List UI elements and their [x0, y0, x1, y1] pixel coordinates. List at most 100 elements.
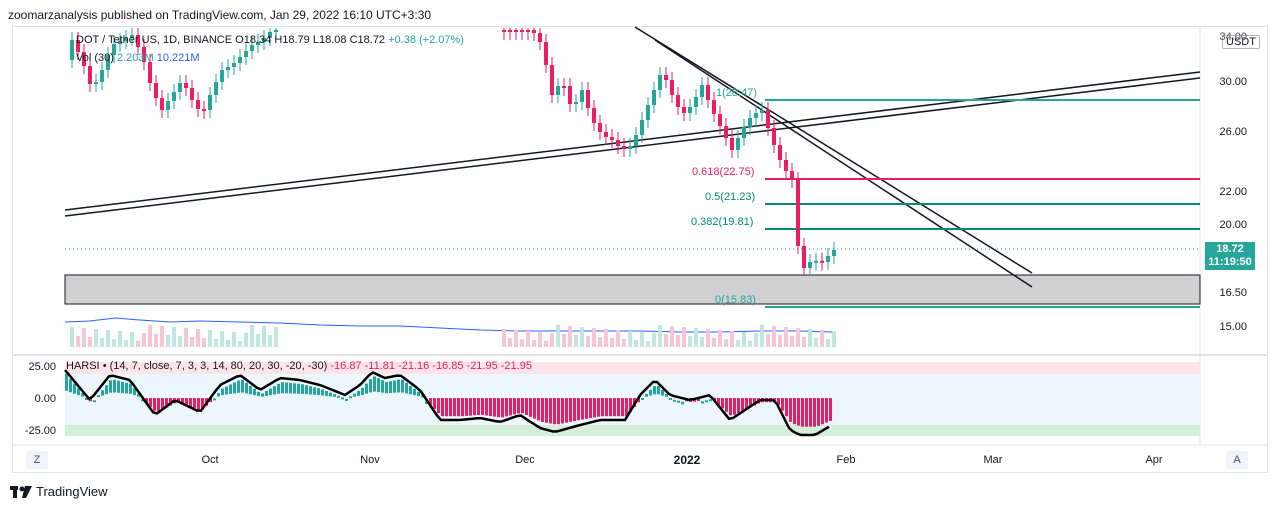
harsi-bar: [149, 398, 152, 407]
volume-bar: [238, 341, 242, 347]
harsi-bar: [649, 390, 652, 396]
volume-ma-value: 10.221M: [156, 52, 200, 64]
candle-body: [94, 82, 98, 84]
volume-bar: [640, 332, 644, 347]
price-label: 16.50: [1219, 287, 1247, 299]
auto-scale-button[interactable]: A: [1226, 451, 1248, 469]
currency-badge[interactable]: USDT: [1222, 35, 1260, 49]
harsi-bar: [261, 393, 264, 397]
candle-body: [706, 85, 710, 100]
candle-body: [550, 65, 554, 95]
candle-body: [568, 86, 572, 104]
harsi-bar: [589, 398, 592, 419]
harsi-bar: [313, 387, 316, 395]
volume-bar: [634, 340, 638, 347]
time-label: Mar: [983, 454, 1003, 466]
harsi-bar: [189, 398, 192, 407]
harsi-bar: [577, 398, 580, 421]
candle-body: [244, 51, 248, 57]
harsi-overbought-zone: [65, 362, 1200, 374]
tradingview-brand[interactable]: TradingView: [10, 484, 108, 499]
harsi-bar: [813, 398, 816, 427]
harsi-bar: [637, 398, 640, 403]
volume-bar: [184, 328, 188, 347]
candle-body: [586, 90, 590, 108]
harsi-bar: [749, 398, 752, 408]
harsi-bar: [569, 398, 572, 422]
candle-body: [802, 246, 806, 268]
candle-body: [544, 42, 548, 65]
harsi-bar: [829, 398, 832, 421]
harsi-bar: [733, 398, 736, 415]
time-label: Apr: [1145, 454, 1163, 466]
harsi-bar: [145, 398, 148, 403]
volume-bar: [610, 338, 614, 347]
harsi-bar: [157, 398, 160, 412]
harsi-bar: [437, 398, 440, 414]
volume-value: 2.203M: [116, 52, 154, 64]
time-label: 2022: [673, 453, 701, 467]
volume-bar: [622, 339, 626, 347]
harsi-bar: [581, 398, 584, 420]
harsi-bar: [613, 398, 616, 417]
symbol-legend[interactable]: DOT / Tether US, 1D, BINANCE O18.34 H18.…: [76, 34, 464, 46]
harsi-bar: [489, 398, 492, 417]
harsi-bar: [817, 398, 820, 426]
harsi-bar: [565, 398, 568, 423]
candle-body: [208, 95, 212, 110]
volume-bar: [616, 330, 620, 347]
harsi-bar: [413, 388, 416, 396]
harsi-bar: [509, 398, 512, 416]
volume-bar: [160, 326, 164, 347]
harsi-bar: [609, 398, 612, 417]
candle-body: [220, 70, 224, 82]
candle-body: [112, 44, 116, 55]
harsi-bar: [169, 398, 172, 406]
harsi-bar: [789, 398, 792, 422]
harsi-bar: [785, 398, 788, 417]
candlestick-series: [70, 28, 836, 276]
harsi-bar: [457, 398, 460, 417]
harsi-bar: [69, 378, 72, 393]
candle-body: [562, 86, 566, 88]
volume-bar: [724, 339, 728, 347]
price-label: 26.00: [1219, 126, 1247, 138]
harsi-bar: [641, 398, 644, 400]
harsi-bar: [597, 398, 600, 417]
candle-body: [502, 30, 506, 32]
candle-body: [250, 45, 254, 51]
symbol-name[interactable]: DOT / Tether US, 1D, BINANCE: [76, 34, 233, 46]
volume-bar: [748, 341, 752, 347]
harsi-legend[interactable]: HARSI • (14, 7, close, 7, 3, 3, 14, 80, …: [66, 360, 532, 372]
harsi-bar: [605, 398, 608, 417]
harsi-bar: [409, 385, 412, 395]
harsi-bar: [529, 398, 532, 417]
volume-bar: [538, 332, 542, 347]
log-scale-button[interactable]: Z: [26, 451, 48, 469]
publish-info: zoomarzanalysis published on TradingView…: [8, 8, 432, 22]
harsi-bar: [193, 398, 196, 409]
harsi-bar: [213, 398, 216, 401]
volume-bar: [700, 337, 704, 347]
harsi-bar: [625, 398, 628, 417]
volume-bar: [778, 335, 782, 347]
harsi-bar: [721, 398, 724, 409]
volume-bar: [190, 337, 194, 347]
harsi-bar: [725, 398, 728, 412]
candle-body: [634, 135, 638, 146]
candle-body: [508, 30, 512, 32]
osc-axis-label: 0.00: [34, 393, 56, 405]
volume-legend[interactable]: Vol (30) 2.203M 10.221M: [76, 52, 200, 64]
volume-bar: [562, 334, 566, 347]
harsi-bar: [89, 398, 92, 402]
candle-body: [166, 101, 170, 110]
harsi-bar: [465, 398, 468, 416]
harsi-bar: [801, 398, 804, 427]
harsi-bar: [745, 398, 748, 410]
volume-bar: [130, 332, 134, 347]
harsi-bar: [661, 390, 664, 396]
price-label: 20.00: [1219, 219, 1247, 231]
volume-bar: [70, 327, 74, 347]
harsi-bar: [233, 382, 236, 394]
